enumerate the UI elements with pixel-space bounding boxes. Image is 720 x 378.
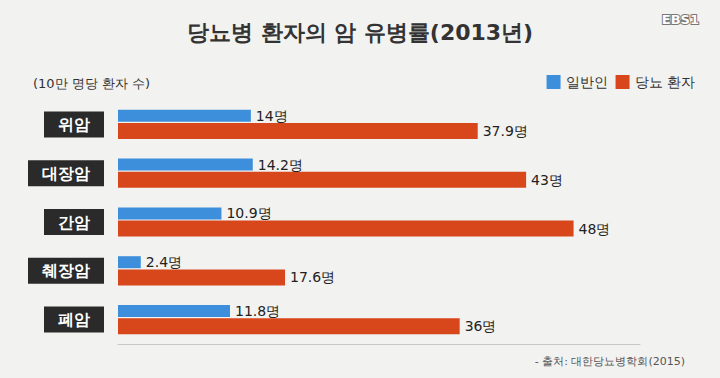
svg-text:췌장암: 췌장암	[42, 261, 90, 280]
svg-text:2.4명: 2.4명	[146, 254, 182, 270]
svg-text:14명: 14명	[256, 108, 288, 124]
svg-text:당뇨병 환자의 암 유병률(2013년): 당뇨병 환자의 암 유병률(2013년)	[187, 20, 533, 45]
svg-text:EBS1: EBS1	[662, 12, 699, 27]
svg-text:10.9명: 10.9명	[226, 205, 271, 221]
svg-text:(10만 명당 환자 수): (10만 명당 환자 수)	[33, 76, 150, 91]
svg-text:11.8명: 11.8명	[235, 303, 280, 319]
svg-text:- 출처: 대한당뇨병학회(2015): - 출처: 대한당뇨병학회(2015)	[535, 355, 685, 368]
svg-text:48명: 48명	[579, 221, 611, 237]
svg-text:14.2명: 14.2명	[258, 157, 303, 173]
svg-text:17.6명: 17.6명	[290, 269, 335, 285]
svg-text:36명: 36명	[465, 318, 497, 334]
svg-text:일반인: 일반인	[566, 74, 608, 90]
svg-text:37.9명: 37.9명	[483, 123, 528, 139]
svg-text:대장암: 대장암	[42, 164, 90, 183]
svg-text:위암: 위암	[58, 115, 90, 134]
svg-text:폐암: 폐암	[58, 310, 90, 329]
svg-text:43명: 43명	[531, 172, 563, 188]
svg-text:간암: 간암	[58, 213, 90, 232]
svg-text:당뇨 환자: 당뇨 환자	[635, 74, 695, 90]
